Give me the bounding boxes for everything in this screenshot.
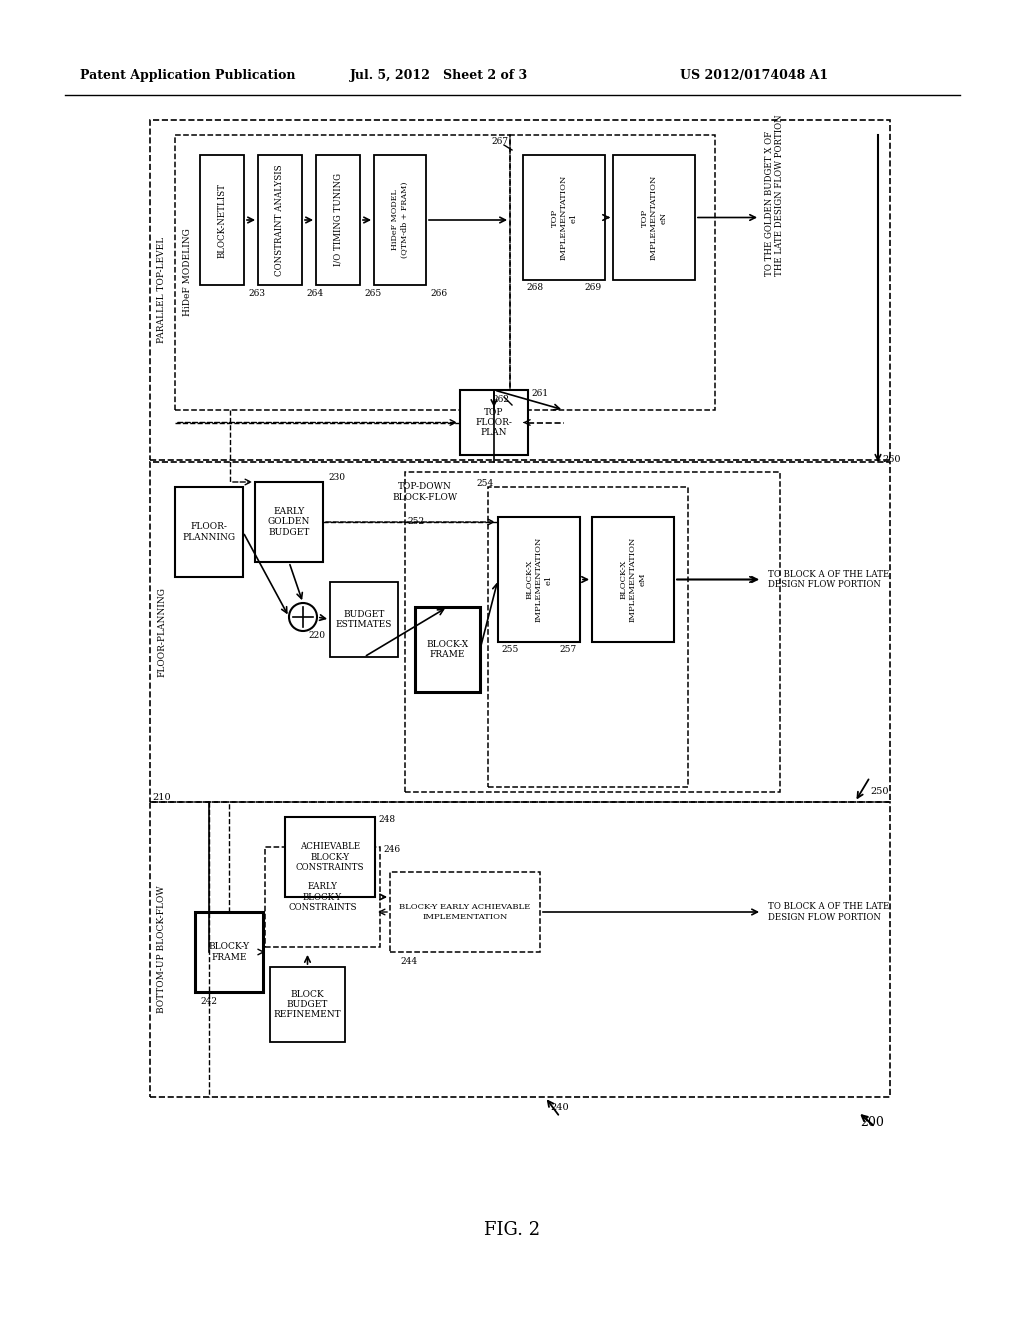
Text: US 2012/0174048 A1: US 2012/0174048 A1 bbox=[680, 69, 828, 82]
Text: 210: 210 bbox=[152, 792, 171, 801]
Text: 268: 268 bbox=[526, 284, 543, 293]
Text: 200: 200 bbox=[860, 1115, 884, 1129]
Text: I/O TIMING TUNING: I/O TIMING TUNING bbox=[334, 173, 342, 267]
Text: 264: 264 bbox=[306, 289, 324, 297]
Text: BLOCK-X
IMPLEMENTATION
eM: BLOCK-X IMPLEMENTATION eM bbox=[620, 537, 646, 622]
Text: ACHIEVABLE
BLOCK-Y
CONSTRAINTS: ACHIEVABLE BLOCK-Y CONSTRAINTS bbox=[296, 842, 365, 873]
Bar bbox=[498, 517, 580, 642]
Bar bbox=[592, 517, 674, 642]
Text: 242: 242 bbox=[200, 998, 217, 1006]
Bar bbox=[150, 462, 890, 803]
Text: 248: 248 bbox=[378, 816, 395, 825]
Text: 269: 269 bbox=[585, 284, 602, 293]
Bar bbox=[150, 120, 890, 459]
Bar bbox=[285, 817, 375, 898]
Bar bbox=[265, 847, 380, 946]
Text: Jul. 5, 2012   Sheet 2 of 3: Jul. 5, 2012 Sheet 2 of 3 bbox=[350, 69, 528, 82]
Text: 257: 257 bbox=[560, 645, 577, 655]
Bar bbox=[258, 154, 302, 285]
Text: TOP
IMPLEMENTATION
eN: TOP IMPLEMENTATION eN bbox=[641, 174, 668, 260]
Text: 220: 220 bbox=[308, 631, 325, 639]
Text: Patent Application Publication: Patent Application Publication bbox=[80, 69, 296, 82]
Bar bbox=[406, 473, 780, 792]
Text: 260: 260 bbox=[882, 455, 900, 465]
Text: BLOCK-X
FRAME: BLOCK-X FRAME bbox=[426, 640, 469, 659]
Text: BLOCK-NETLIST: BLOCK-NETLIST bbox=[217, 182, 226, 257]
Text: TOP-DOWN
BLOCK-FLOW: TOP-DOWN BLOCK-FLOW bbox=[392, 482, 458, 502]
Text: 246: 246 bbox=[383, 846, 400, 854]
Text: BLOCK-Y
FRAME: BLOCK-Y FRAME bbox=[209, 942, 250, 962]
Bar bbox=[195, 912, 263, 993]
Text: 254: 254 bbox=[476, 479, 494, 488]
Text: 252: 252 bbox=[407, 517, 424, 527]
Bar bbox=[460, 389, 528, 455]
Bar bbox=[316, 154, 360, 285]
Text: 265: 265 bbox=[364, 289, 381, 297]
Text: EARLY
BLOCK-Y
CONSTRAINTS: EARLY BLOCK-Y CONSTRAINTS bbox=[288, 882, 356, 912]
Bar bbox=[488, 487, 688, 787]
Text: TOP
IMPLEMENTATION
e1: TOP IMPLEMENTATION e1 bbox=[551, 174, 578, 260]
Bar bbox=[510, 135, 715, 411]
Text: BLOCK
BUDGET
REFINEMENT: BLOCK BUDGET REFINEMENT bbox=[273, 990, 341, 1019]
Bar bbox=[374, 154, 426, 285]
Bar bbox=[270, 968, 345, 1041]
Text: 250: 250 bbox=[870, 788, 889, 796]
Bar bbox=[175, 487, 243, 577]
Text: PARALLEL TOP-LEVEL: PARALLEL TOP-LEVEL bbox=[158, 236, 167, 343]
Text: TO BLOCK A OF THE LATE
DESIGN FLOW PORTION: TO BLOCK A OF THE LATE DESIGN FLOW PORTI… bbox=[768, 570, 889, 589]
Text: 263: 263 bbox=[248, 289, 265, 297]
Text: TOP
FLOOR-
PLAN: TOP FLOOR- PLAN bbox=[475, 408, 512, 437]
Bar bbox=[390, 873, 540, 952]
Bar bbox=[415, 607, 480, 692]
Text: 244: 244 bbox=[400, 957, 417, 966]
Text: FLOOR-PLANNING: FLOOR-PLANNING bbox=[158, 587, 167, 677]
Text: 255: 255 bbox=[501, 645, 518, 655]
Bar bbox=[150, 803, 890, 1097]
Text: 230: 230 bbox=[328, 473, 345, 482]
Text: 266: 266 bbox=[430, 289, 447, 297]
Text: 240: 240 bbox=[550, 1102, 568, 1111]
Bar bbox=[330, 582, 398, 657]
Bar bbox=[175, 135, 510, 411]
Text: HiDeF MODELING: HiDeF MODELING bbox=[183, 228, 193, 315]
Text: HiDeF MODEL
(QTM-db + FRAM): HiDeF MODEL (QTM-db + FRAM) bbox=[391, 182, 409, 259]
Text: CONSTRAINT ANALYSIS: CONSTRAINT ANALYSIS bbox=[275, 164, 285, 276]
Text: 262: 262 bbox=[492, 396, 509, 404]
Text: FIG. 2: FIG. 2 bbox=[484, 1221, 540, 1239]
Bar bbox=[523, 154, 605, 280]
Bar bbox=[255, 482, 323, 562]
Bar bbox=[613, 154, 695, 280]
Text: TO BLOCK A OF THE LATE
DESIGN FLOW PORTION: TO BLOCK A OF THE LATE DESIGN FLOW PORTI… bbox=[768, 903, 889, 921]
Text: BOTTOM-UP BLOCK-FLOW: BOTTOM-UP BLOCK-FLOW bbox=[158, 886, 167, 1014]
Text: EARLY
GOLDEN
BUDGET: EARLY GOLDEN BUDGET bbox=[268, 507, 310, 537]
Text: 267: 267 bbox=[492, 137, 509, 147]
Text: BUDGET
ESTIMATES: BUDGET ESTIMATES bbox=[336, 610, 392, 630]
Text: TO THE GOLDEN BUDGET X OF
THE LATE DESIGN FLOW PORTION: TO THE GOLDEN BUDGET X OF THE LATE DESIG… bbox=[765, 115, 784, 276]
Text: BLOCK-Y EARLY ACHIEVABLE
IMPLEMENTATION: BLOCK-Y EARLY ACHIEVABLE IMPLEMENTATION bbox=[399, 903, 530, 920]
Text: FLOOR-
PLANNING: FLOOR- PLANNING bbox=[182, 523, 236, 541]
Text: BLOCK-X
IMPLEMENTATION
e1: BLOCK-X IMPLEMENTATION e1 bbox=[525, 537, 552, 622]
Text: 261: 261 bbox=[531, 389, 548, 399]
Bar bbox=[200, 154, 244, 285]
